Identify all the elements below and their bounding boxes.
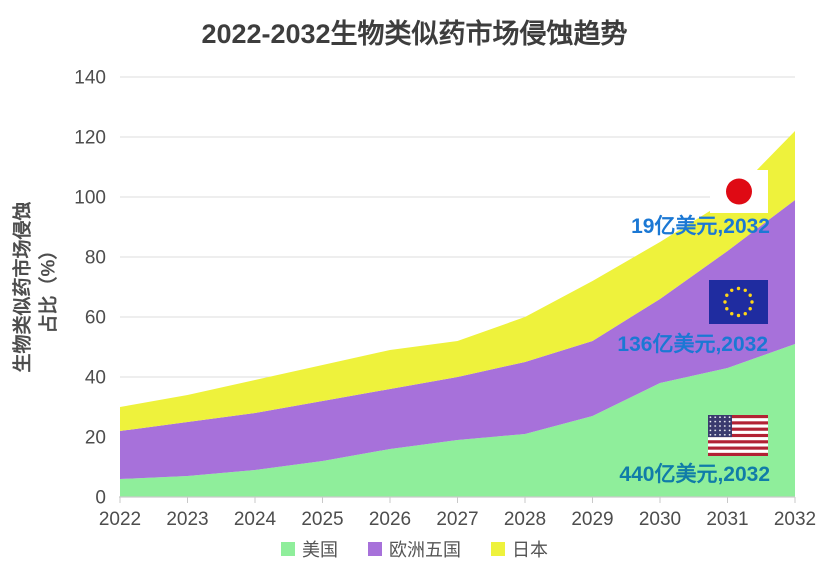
us-legend-label: 美国 [302, 540, 338, 560]
x-tick-label: 2029 [571, 509, 613, 530]
y-tick-label: 120 [74, 128, 106, 149]
area-series-2 [120, 131, 795, 431]
y-tick-label: 0 [95, 488, 106, 509]
us-legend-swatch [281, 542, 295, 556]
x-tick-label: 2030 [639, 509, 681, 530]
x-tick-label: 2026 [369, 509, 411, 530]
us-annotation: 440亿美元,2032 [619, 463, 770, 486]
eu-annotation: 136亿美元,2032 [617, 333, 768, 356]
eu-flag-icon [709, 280, 768, 324]
x-tick-label: 2023 [166, 509, 208, 530]
y-tick-label: 140 [74, 68, 106, 89]
area-series-0 [120, 344, 795, 497]
area-series-1 [120, 200, 795, 479]
chart-title: 2022-2032生物类似药市场侵蚀趋势 [201, 19, 628, 49]
eu5-legend-label: 欧洲五国 [389, 540, 461, 560]
legend-item-us: 美国 [281, 536, 338, 562]
japan-annotation: 19亿美元,2032 [631, 215, 770, 238]
legend-item-japan: 日本 [491, 536, 548, 562]
y-tick-label: 20 [85, 428, 106, 449]
x-tick-label: 2031 [706, 509, 748, 530]
japan-legend-label: 日本 [512, 540, 548, 560]
eu5-legend-swatch [368, 542, 382, 556]
japan-flag-icon [710, 170, 768, 213]
x-tick-label: 2022 [99, 509, 141, 530]
japan-legend-swatch [491, 542, 505, 556]
x-tick-label: 2028 [504, 509, 546, 530]
y-tick-label: 40 [85, 368, 106, 389]
y-tick-label: 100 [74, 188, 106, 209]
x-tick-label: 2027 [436, 509, 478, 530]
legend: 美国 欧洲五国 日本 [0, 536, 829, 562]
y-tick-label: 60 [85, 308, 106, 329]
x-tick-label: 2032 [774, 509, 816, 530]
x-tick-label: 2025 [301, 509, 343, 530]
y-tick-label: 80 [85, 248, 106, 269]
legend-item-eu5: 欧洲五国 [368, 536, 461, 562]
x-tick-label: 2024 [234, 509, 277, 530]
us-flag-icon [708, 415, 768, 456]
